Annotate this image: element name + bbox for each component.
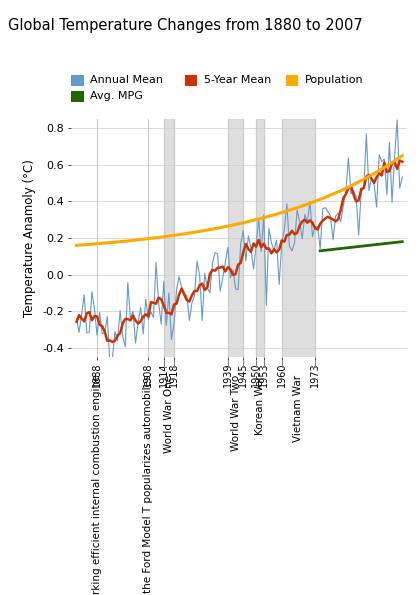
Bar bbox=[164, 119, 174, 357]
Bar bbox=[282, 119, 315, 357]
Text: World War Two: World War Two bbox=[231, 375, 241, 451]
Text: first working efficient internal combustion engine: first working efficient internal combust… bbox=[92, 375, 102, 595]
Text: Annual Mean: Annual Mean bbox=[90, 76, 163, 85]
Text: the Ford Model T popularizes automobiles: the Ford Model T popularizes automobiles bbox=[143, 375, 153, 593]
Text: Vietnam War: Vietnam War bbox=[294, 375, 303, 442]
Text: World War One: World War One bbox=[164, 375, 174, 453]
Bar bbox=[228, 119, 243, 357]
Y-axis label: Temperature Anamoly (°C): Temperature Anamoly (°C) bbox=[24, 159, 37, 317]
Text: Population: Population bbox=[304, 76, 363, 85]
Text: Avg. MPG: Avg. MPG bbox=[90, 92, 143, 101]
Text: Korean War: Korean War bbox=[255, 375, 265, 434]
Text: 5-Year Mean: 5-Year Mean bbox=[204, 76, 271, 85]
Bar bbox=[256, 119, 264, 357]
Text: Global Temperature Changes from 1880 to 2007: Global Temperature Changes from 1880 to … bbox=[8, 18, 363, 33]
